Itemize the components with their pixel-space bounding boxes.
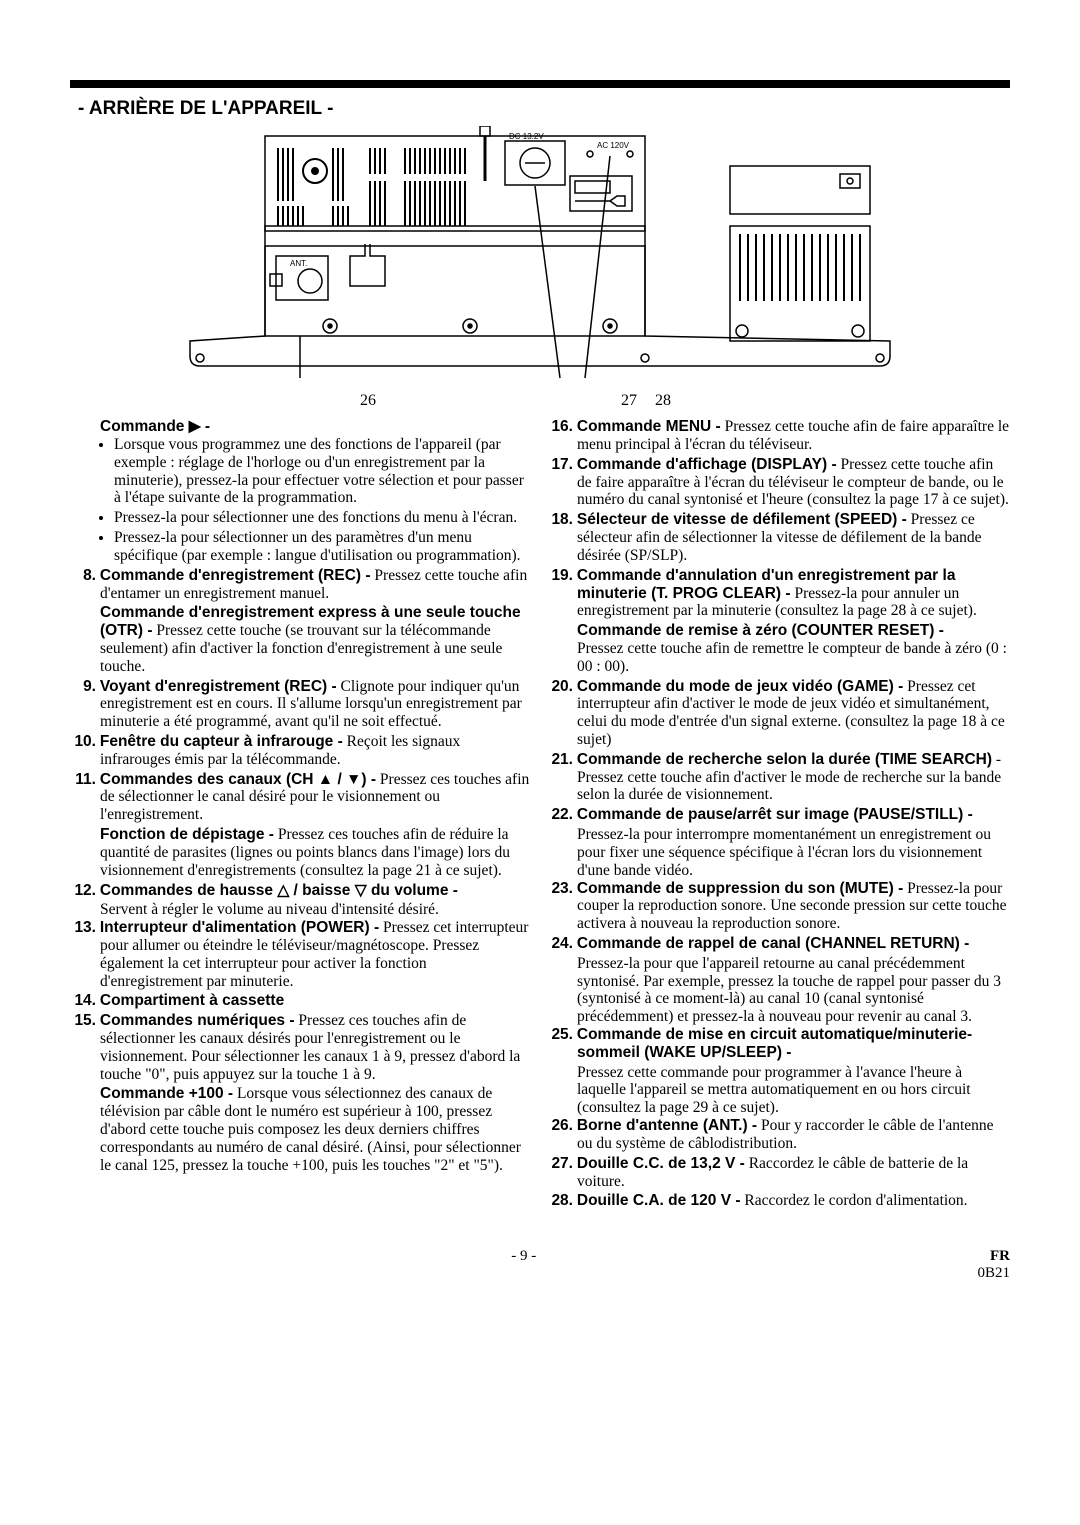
cmd-play-bullet: Lorsque vous programmez une des fonction… xyxy=(114,436,533,507)
item-20: 20. Commande du mode de jeux vidéo (GAME… xyxy=(547,678,1010,749)
svg-text:ANT.: ANT. xyxy=(290,259,307,268)
item-25-text: Pressez cette commande pour programmer à… xyxy=(577,1064,1010,1117)
item-14: 14. Compartiment à cassette xyxy=(70,992,533,1010)
left-column: Commande ▶ - Lorsque vous programmez une… xyxy=(70,418,533,1212)
item-27: 27. Douille C.C. de 13,2 V - Raccordez l… xyxy=(547,1155,1010,1191)
item-12: 12. Commandes de hausse △ / baisse ▽ du … xyxy=(70,882,533,900)
item-22: 22. Commande de pause/arrêt sur image (P… xyxy=(547,806,1010,824)
item-18: 18. Sélecteur de vitesse de défilement (… xyxy=(547,511,1010,564)
item-11: 11. Commandes des canaux (CH ▲ / ▼) - Pr… xyxy=(70,771,533,824)
item-10: 10. Fenêtre du capteur à infrarouge - Re… xyxy=(70,733,533,769)
item-24-text: Pressez-la pour que l'appareil retourne … xyxy=(577,955,1010,1026)
cmd-play-title: Commande ▶ - xyxy=(100,418,210,435)
item-8: 8. Commande d'enregistrement (REC) - Pre… xyxy=(70,567,533,603)
content-columns: Commande ▶ - Lorsque vous programmez une… xyxy=(70,418,1010,1212)
rear-panel-diagram: DC 13.2V AC 120V ANT. xyxy=(170,126,910,386)
item-13: 13. Interrupteur d'alimentation (POWER) … xyxy=(70,919,533,990)
item-24: 24. Commande de rappel de canal (CHANNEL… xyxy=(547,935,1010,953)
item-26: 26. Borne d'antenne (ANT.) - Pour y racc… xyxy=(547,1117,1010,1153)
cmd-play-bullet: Pressez-la pour sélectionner une des fon… xyxy=(114,509,533,527)
item-15: 15. Commandes numériques - Pressez ces t… xyxy=(70,1012,533,1083)
item-19-sub: Commande de remise à zéro (COUNTER RESET… xyxy=(577,622,1010,675)
cmd-play-bullets: Lorsque vous programmez une des fonction… xyxy=(100,436,533,565)
item-22-text: Pressez-la pour interrompre momentanémen… xyxy=(577,826,1010,879)
item-8-sub: Commande d'enregistrement express à une … xyxy=(100,604,533,675)
callout-26: 26 xyxy=(360,392,376,410)
diagram-callout-labels: 26 27 28 xyxy=(170,392,910,410)
page-number: - 9 - xyxy=(511,1248,536,1283)
callout-27: 27 xyxy=(621,392,637,410)
item-19: 19. Commande d'annulation d'un enregistr… xyxy=(547,567,1010,620)
item-28: 28. Douille C.A. de 120 V - Raccordez le… xyxy=(547,1192,1010,1210)
right-column: 16. Commande MENU - Pressez cette touche… xyxy=(547,418,1010,1212)
page-footer: - 9 - FR 0B21 xyxy=(70,1248,1010,1283)
item-25: 25. Commande de mise en circuit automati… xyxy=(547,1026,1010,1062)
callout-28: 28 xyxy=(655,392,671,410)
svg-text:DC 13.2V: DC 13.2V xyxy=(509,132,544,141)
item-12-text: Servent à régler le volume au niveau d'i… xyxy=(100,901,533,919)
svg-text:AC 120V: AC 120V xyxy=(597,141,630,150)
footer-code: 0B21 xyxy=(977,1265,1010,1281)
item-16: 16. Commande MENU - Pressez cette touche… xyxy=(547,418,1010,454)
item-11-sub: Fonction de dépistage - Pressez ces touc… xyxy=(100,826,533,879)
section-title: - ARRIÈRE DE L'APPAREIL - xyxy=(78,98,1010,120)
item-9: 9. Voyant d'enregistrement (REC) - Clign… xyxy=(70,678,533,731)
rule-top xyxy=(70,80,1010,88)
item-21: 21. Commande de recherche selon la durée… xyxy=(547,751,1010,804)
item-15-sub: Commande +100 - Lorsque vous sélectionne… xyxy=(100,1085,533,1174)
cmd-play-bullet: Pressez-la pour sélectionner un des para… xyxy=(114,529,533,565)
item-17: 17. Commande d'affichage (DISPLAY) - Pre… xyxy=(547,456,1010,509)
item-23: 23. Commande de suppression du son (MUTE… xyxy=(547,880,1010,933)
footer-lang: FR xyxy=(990,1248,1010,1264)
